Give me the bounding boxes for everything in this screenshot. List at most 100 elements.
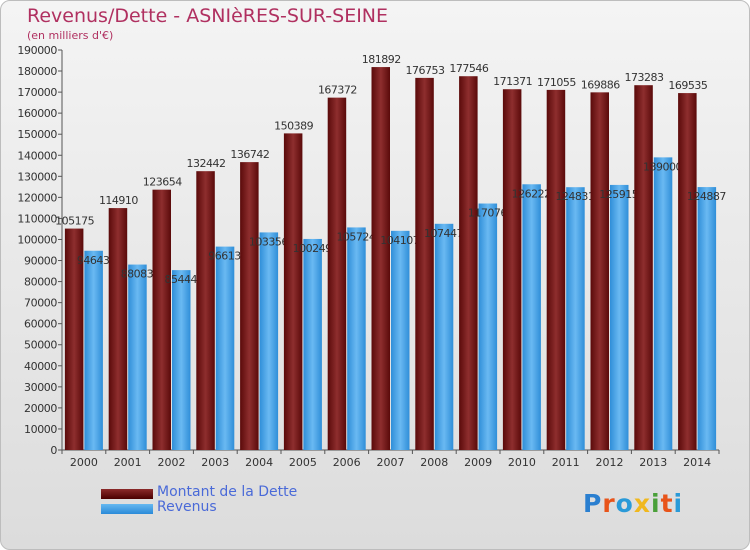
y-tick-label: 70000 (24, 297, 57, 310)
data-label-revenus: 139000 (643, 160, 682, 173)
bar-revenus (478, 203, 498, 450)
bar-dette (502, 89, 522, 451)
data-label-revenus: 100249 (293, 242, 332, 255)
y-tick-label: 120000 (17, 191, 57, 204)
bar-dette (240, 162, 259, 450)
data-label-dette: 132442 (187, 157, 226, 170)
data-label-revenus: 94643 (77, 254, 110, 267)
legend-label-revenus: Revenus (157, 499, 217, 515)
data-label-revenus: 126222 (512, 187, 551, 200)
x-tick-label: 2004 (245, 456, 273, 469)
y-tick-label: 190000 (17, 44, 57, 57)
x-tick-label: 2006 (333, 456, 361, 469)
data-label-revenus: 125915 (599, 188, 638, 201)
bar-revenus (566, 187, 585, 451)
y-tick-label: 20000 (24, 402, 57, 415)
data-label-revenus: 117076 (468, 207, 507, 220)
bar-dette (459, 76, 478, 451)
y-tick-label: 150000 (17, 128, 57, 141)
bar-dette (415, 77, 434, 450)
bar-dette (196, 171, 215, 450)
chart-title: Revenus/Dette - ASNIèRES-SUR-SEINE (27, 5, 389, 27)
chart-subtitle: (en milliers d'€) (27, 29, 114, 42)
y-tick-label: 60000 (24, 318, 57, 331)
bar-revenus (128, 264, 147, 450)
x-tick-label: 2003 (201, 456, 229, 469)
data-label-revenus: 104107 (380, 234, 419, 247)
bar-dette (64, 228, 84, 450)
bar-revenus (215, 246, 235, 450)
x-tick-label: 2007 (377, 456, 405, 469)
data-label-dette: 173283 (625, 71, 664, 84)
x-tick-label: 2000 (70, 456, 98, 469)
bar-dette (283, 133, 303, 450)
data-label-revenus: 107447 (424, 227, 463, 240)
y-tick-label: 10000 (24, 423, 57, 436)
legend-swatch-dette (101, 489, 153, 499)
y-tick-label: 130000 (17, 170, 57, 183)
data-label-dette: 176753 (406, 64, 445, 77)
proxiti-logo: Proxiti (583, 489, 684, 518)
data-label-revenus: 105724 (336, 230, 375, 243)
y-tick-label: 90000 (24, 255, 57, 268)
bar-dette (546, 89, 566, 450)
bar-dette (678, 93, 697, 450)
bar-dette (152, 189, 171, 451)
data-label-revenus: 88083 (121, 268, 154, 281)
bar-dette (371, 67, 390, 451)
data-label-dette: 171055 (537, 76, 576, 89)
y-tick-label: 40000 (24, 360, 57, 373)
y-tick-label: 100000 (17, 233, 57, 246)
y-tick-label: 50000 (24, 339, 57, 352)
data-label-dette: 171371 (493, 75, 532, 88)
legend-swatch-revenus (101, 504, 153, 514)
y-tick-label: 30000 (24, 381, 57, 394)
data-label-revenus: 124831 (555, 190, 594, 203)
data-label-revenus: 103356 (249, 235, 288, 248)
x-tick-label: 2013 (639, 456, 667, 469)
data-label-dette: 177546 (449, 62, 488, 75)
x-tick-label: 2011 (552, 456, 580, 469)
data-label-dette: 169535 (668, 79, 707, 92)
data-label-revenus: 85444 (165, 273, 198, 286)
bar-dette (327, 97, 347, 451)
bar-revenus (391, 230, 410, 450)
y-tick-label: 180000 (17, 65, 57, 78)
data-label-dette: 181892 (362, 53, 401, 66)
data-label-dette: 123654 (143, 176, 182, 189)
x-tick-label: 2010 (508, 456, 536, 469)
bar-revenus (84, 250, 103, 450)
bar-revenus (434, 223, 454, 450)
x-tick-label: 2002 (158, 456, 186, 469)
bar-revenus (172, 270, 191, 450)
data-label-dette: 169886 (581, 78, 620, 91)
x-tick-label: 2012 (596, 456, 624, 469)
y-tick-label: 0 (50, 444, 57, 457)
x-tick-label: 2008 (420, 456, 448, 469)
bar-revenus (303, 238, 322, 450)
y-tick-label: 160000 (17, 107, 57, 120)
bar-revenus (347, 227, 366, 450)
y-tick-label: 170000 (17, 86, 57, 99)
bar-revenus (653, 157, 673, 451)
data-label-revenus: 124887 (687, 190, 726, 203)
bar-dette (634, 85, 653, 450)
bar-dette (590, 92, 609, 450)
y-tick-label: 110000 (17, 212, 57, 225)
bar-revenus (259, 232, 279, 450)
x-tick-label: 2009 (464, 456, 492, 469)
x-tick-label: 2001 (114, 456, 142, 469)
y-tick-label: 140000 (17, 149, 57, 162)
x-tick-label: 2014 (683, 456, 711, 469)
data-label-dette: 114910 (99, 194, 138, 207)
data-label-dette: 167372 (318, 84, 357, 97)
bar-revenus (522, 184, 541, 450)
data-label-dette: 105175 (55, 215, 94, 228)
data-label-dette: 150389 (274, 119, 313, 132)
data-label-dette: 136742 (230, 148, 269, 161)
bar-dette (108, 208, 128, 450)
data-label-revenus: 96613 (208, 250, 241, 263)
x-tick-label: 2005 (289, 456, 317, 469)
